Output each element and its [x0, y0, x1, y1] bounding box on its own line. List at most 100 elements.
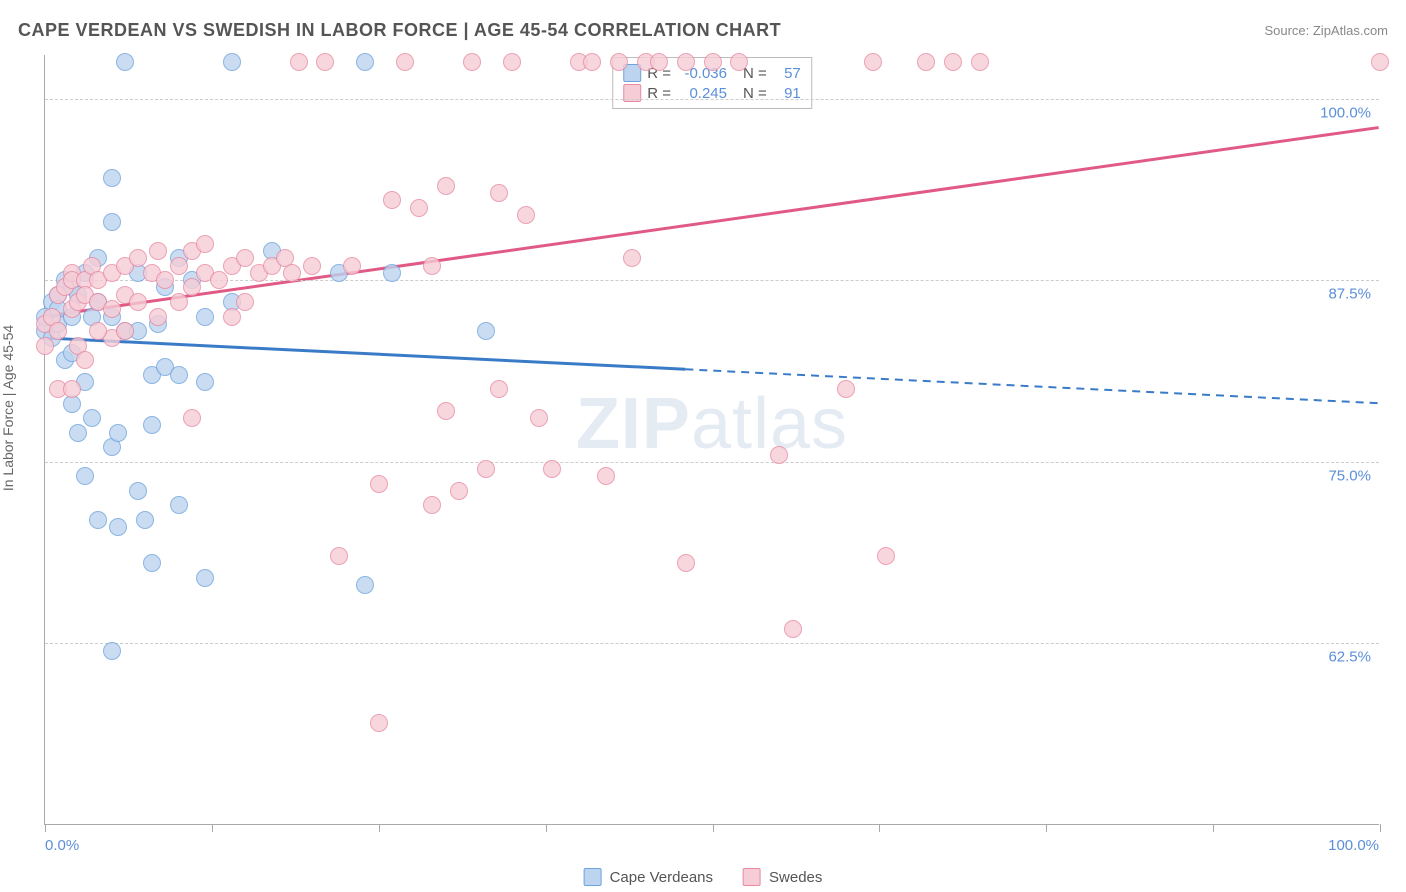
scatter-point — [971, 53, 989, 71]
scatter-point — [330, 547, 348, 565]
scatter-point — [183, 278, 201, 296]
scatter-point — [477, 322, 495, 340]
legend-label: Cape Verdeans — [610, 869, 713, 886]
scatter-point — [490, 184, 508, 202]
scatter-point — [650, 53, 668, 71]
scatter-point — [129, 249, 147, 267]
scatter-point — [236, 293, 254, 311]
stat-n-value: 57 — [773, 65, 801, 82]
scatter-point — [316, 53, 334, 71]
scatter-point — [517, 206, 535, 224]
scatter-point — [770, 446, 788, 464]
legend-label: Swedes — [769, 869, 822, 886]
gridline — [45, 280, 1379, 281]
trend-lines-layer — [45, 55, 1379, 824]
x-tick — [713, 824, 714, 832]
scatter-point — [283, 264, 301, 282]
scatter-point — [170, 496, 188, 514]
gridline — [45, 643, 1379, 644]
scatter-point — [370, 475, 388, 493]
x-tick — [212, 824, 213, 832]
chart-title: CAPE VERDEAN VS SWEDISH IN LABOR FORCE |… — [18, 20, 781, 41]
gridline — [45, 99, 1379, 100]
scatter-point — [223, 53, 241, 71]
scatter-point — [944, 53, 962, 71]
scatter-point — [396, 53, 414, 71]
scatter-point — [143, 554, 161, 572]
y-axis-label: In Labor Force | Age 45-54 — [0, 325, 16, 491]
x-tick — [379, 824, 380, 832]
scatter-point — [103, 169, 121, 187]
scatter-point — [1371, 53, 1389, 71]
gridline — [45, 462, 1379, 463]
scatter-point — [196, 235, 214, 253]
scatter-point — [129, 482, 147, 500]
plot-area: ZIPatlas R =-0.036N =57R =0.245N =91 62.… — [44, 55, 1379, 825]
scatter-point — [677, 53, 695, 71]
scatter-point — [303, 257, 321, 275]
scatter-point — [143, 416, 161, 434]
scatter-point — [116, 322, 134, 340]
scatter-point — [129, 293, 147, 311]
scatter-point — [76, 467, 94, 485]
y-tick-label: 62.5% — [1328, 649, 1371, 666]
scatter-point — [103, 300, 121, 318]
scatter-point — [837, 380, 855, 398]
watermark: ZIPatlas — [576, 383, 848, 465]
scatter-point — [83, 409, 101, 427]
scatter-point — [170, 257, 188, 275]
scatter-point — [183, 409, 201, 427]
scatter-point — [503, 53, 521, 71]
legend-item: Swedes — [743, 868, 822, 886]
scatter-point — [477, 460, 495, 478]
scatter-point — [864, 53, 882, 71]
scatter-point — [49, 322, 67, 340]
scatter-point — [383, 264, 401, 282]
scatter-point — [597, 467, 615, 485]
scatter-point — [623, 249, 641, 267]
scatter-point — [89, 511, 107, 529]
scatter-point — [370, 714, 388, 732]
scatter-point — [543, 460, 561, 478]
scatter-point — [463, 53, 481, 71]
scatter-point — [109, 424, 127, 442]
y-tick-label: 100.0% — [1320, 104, 1371, 121]
scatter-point — [136, 511, 154, 529]
x-tick — [1046, 824, 1047, 832]
scatter-point — [784, 620, 802, 638]
scatter-point — [730, 53, 748, 71]
scatter-point — [196, 308, 214, 326]
scatter-point — [437, 177, 455, 195]
x-tick — [45, 824, 46, 832]
scatter-point — [223, 308, 241, 326]
trend-line-dashed — [685, 369, 1378, 403]
scatter-point — [877, 547, 895, 565]
x-tick — [879, 824, 880, 832]
scatter-point — [36, 337, 54, 355]
scatter-point — [89, 322, 107, 340]
trend-line — [45, 338, 685, 369]
scatter-point — [196, 373, 214, 391]
scatter-point — [63, 380, 81, 398]
legend-swatch — [743, 868, 761, 886]
scatter-point — [450, 482, 468, 500]
x-tick — [546, 824, 547, 832]
scatter-point — [917, 53, 935, 71]
scatter-point — [170, 293, 188, 311]
scatter-point — [490, 380, 508, 398]
scatter-point — [116, 53, 134, 71]
scatter-point — [583, 53, 601, 71]
scatter-point — [76, 351, 94, 369]
trend-line — [45, 128, 1378, 317]
scatter-point — [423, 257, 441, 275]
scatter-point — [290, 53, 308, 71]
y-tick-label: 75.0% — [1328, 467, 1371, 484]
legend-item: Cape Verdeans — [584, 868, 713, 886]
scatter-point — [103, 213, 121, 231]
scatter-point — [109, 518, 127, 536]
scatter-point — [356, 576, 374, 594]
scatter-point — [103, 642, 121, 660]
scatter-point — [356, 53, 374, 71]
scatter-point — [343, 257, 361, 275]
scatter-point — [610, 53, 628, 71]
